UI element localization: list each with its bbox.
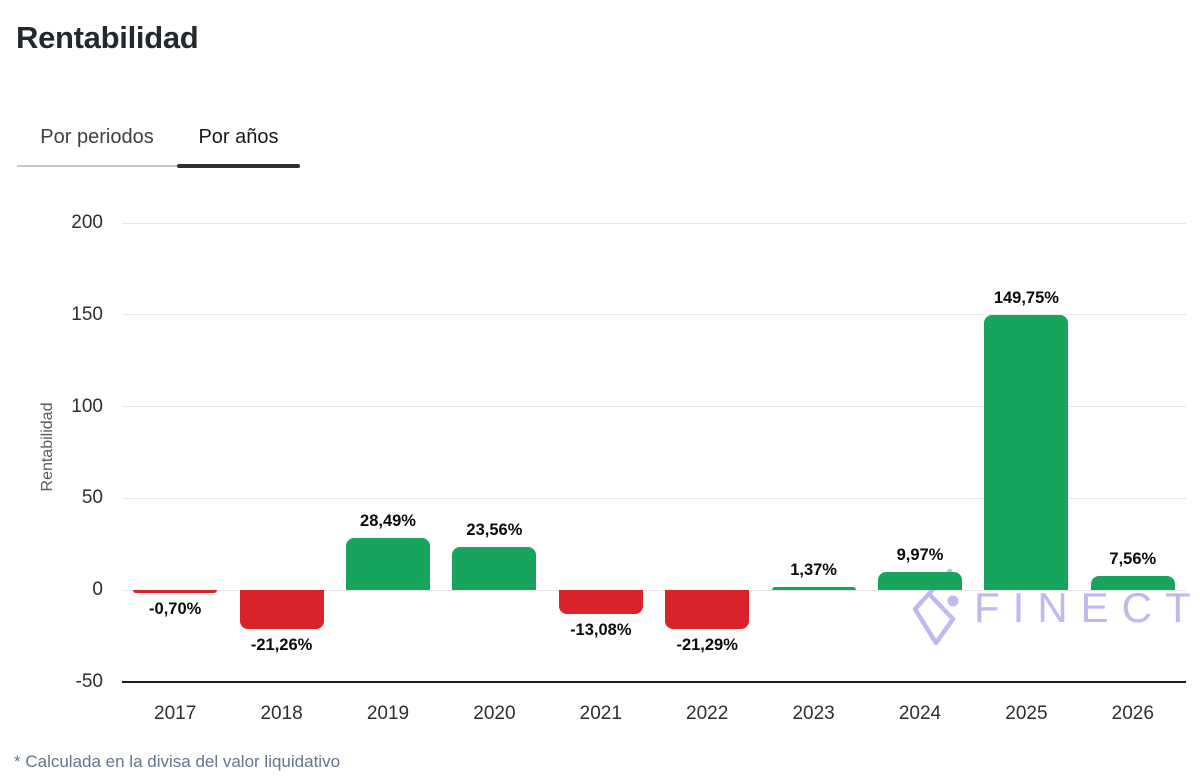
bar-2025[interactable] bbox=[984, 315, 1069, 590]
gridline-y0 bbox=[122, 589, 1186, 591]
xtick-label-2018: 2018 bbox=[260, 703, 303, 724]
bar-value-2018: -21,26% bbox=[250, 636, 313, 654]
ytick-label-100: 100 bbox=[71, 395, 103, 417]
bar-2024[interactable] bbox=[878, 571, 962, 590]
bar-value-2022: -21,29% bbox=[676, 636, 738, 655]
bar-2021[interactable] bbox=[558, 590, 643, 614]
tab-por-periodos-label: Por periodos bbox=[40, 126, 154, 148]
tab-por-periodos[interactable]: Por periodos bbox=[17, 110, 177, 165]
bar-value-2020: 23,56% bbox=[466, 520, 523, 539]
xtick-label-2026: 2026 bbox=[1111, 703, 1154, 724]
bar-value-2025: 149,75% bbox=[993, 289, 1059, 308]
bar-2026[interactable] bbox=[1090, 576, 1175, 590]
bar-chart: Rentabilidad FINECT 200 150 100 50 0 -50 -0,70… bbox=[0, 180, 1200, 740]
bar-2022[interactable] bbox=[665, 590, 750, 630]
gridline-y150 bbox=[122, 314, 1186, 316]
tab-bar: Por periodos Por años bbox=[17, 110, 300, 168]
footnote: * Calculada en la divisa del valor liqui… bbox=[14, 752, 341, 771]
gridline-y100 bbox=[122, 406, 1186, 408]
ytick-label--50: -50 bbox=[75, 670, 103, 692]
gridline-y200 bbox=[122, 222, 1186, 224]
ytick-label-50: 50 bbox=[81, 487, 103, 509]
xtick-label-2017: 2017 bbox=[154, 703, 197, 724]
tab-por-anos-label: Por años bbox=[198, 126, 279, 148]
bar-value-2026: 7,56% bbox=[1109, 550, 1157, 569]
bar-value-2021: -13,08% bbox=[570, 620, 632, 639]
xtick-label-2024: 2024 bbox=[898, 703, 942, 724]
tab-por-anos[interactable]: Por años bbox=[177, 110, 300, 168]
xtick-label-2025: 2025 bbox=[1005, 703, 1048, 724]
bar-value-2024: 9,97% bbox=[896, 545, 944, 564]
x-axis-line bbox=[122, 680, 1186, 683]
bar-2017[interactable] bbox=[133, 590, 218, 593]
bar-value-2017: -0,70% bbox=[149, 600, 202, 618]
bar-2019[interactable] bbox=[346, 537, 430, 590]
bar-value-2019: 28,49% bbox=[360, 511, 416, 530]
page-title: Rentabilidad bbox=[16, 20, 199, 55]
active-tab-indicator bbox=[177, 164, 300, 168]
xtick-label-2022: 2022 bbox=[686, 703, 729, 724]
xtick-label-2023: 2023 bbox=[792, 703, 835, 724]
xtick-label-2021: 2021 bbox=[579, 703, 622, 724]
gridline-y50 bbox=[122, 497, 1186, 499]
bar-2020[interactable] bbox=[452, 546, 537, 590]
finect-watermark-text: FINECT bbox=[974, 584, 1200, 631]
xtick-label-2019: 2019 bbox=[366, 703, 410, 724]
bar-value-2023: 1,37% bbox=[790, 561, 837, 579]
ytick-label-150: 150 bbox=[71, 303, 103, 325]
ytick-label-0: 0 bbox=[92, 579, 103, 600]
xtick-label-2020: 2020 bbox=[473, 703, 516, 724]
bar-2018[interactable] bbox=[239, 590, 324, 629]
bar-2023[interactable] bbox=[771, 587, 856, 590]
ytick-label-200: 200 bbox=[71, 212, 103, 234]
